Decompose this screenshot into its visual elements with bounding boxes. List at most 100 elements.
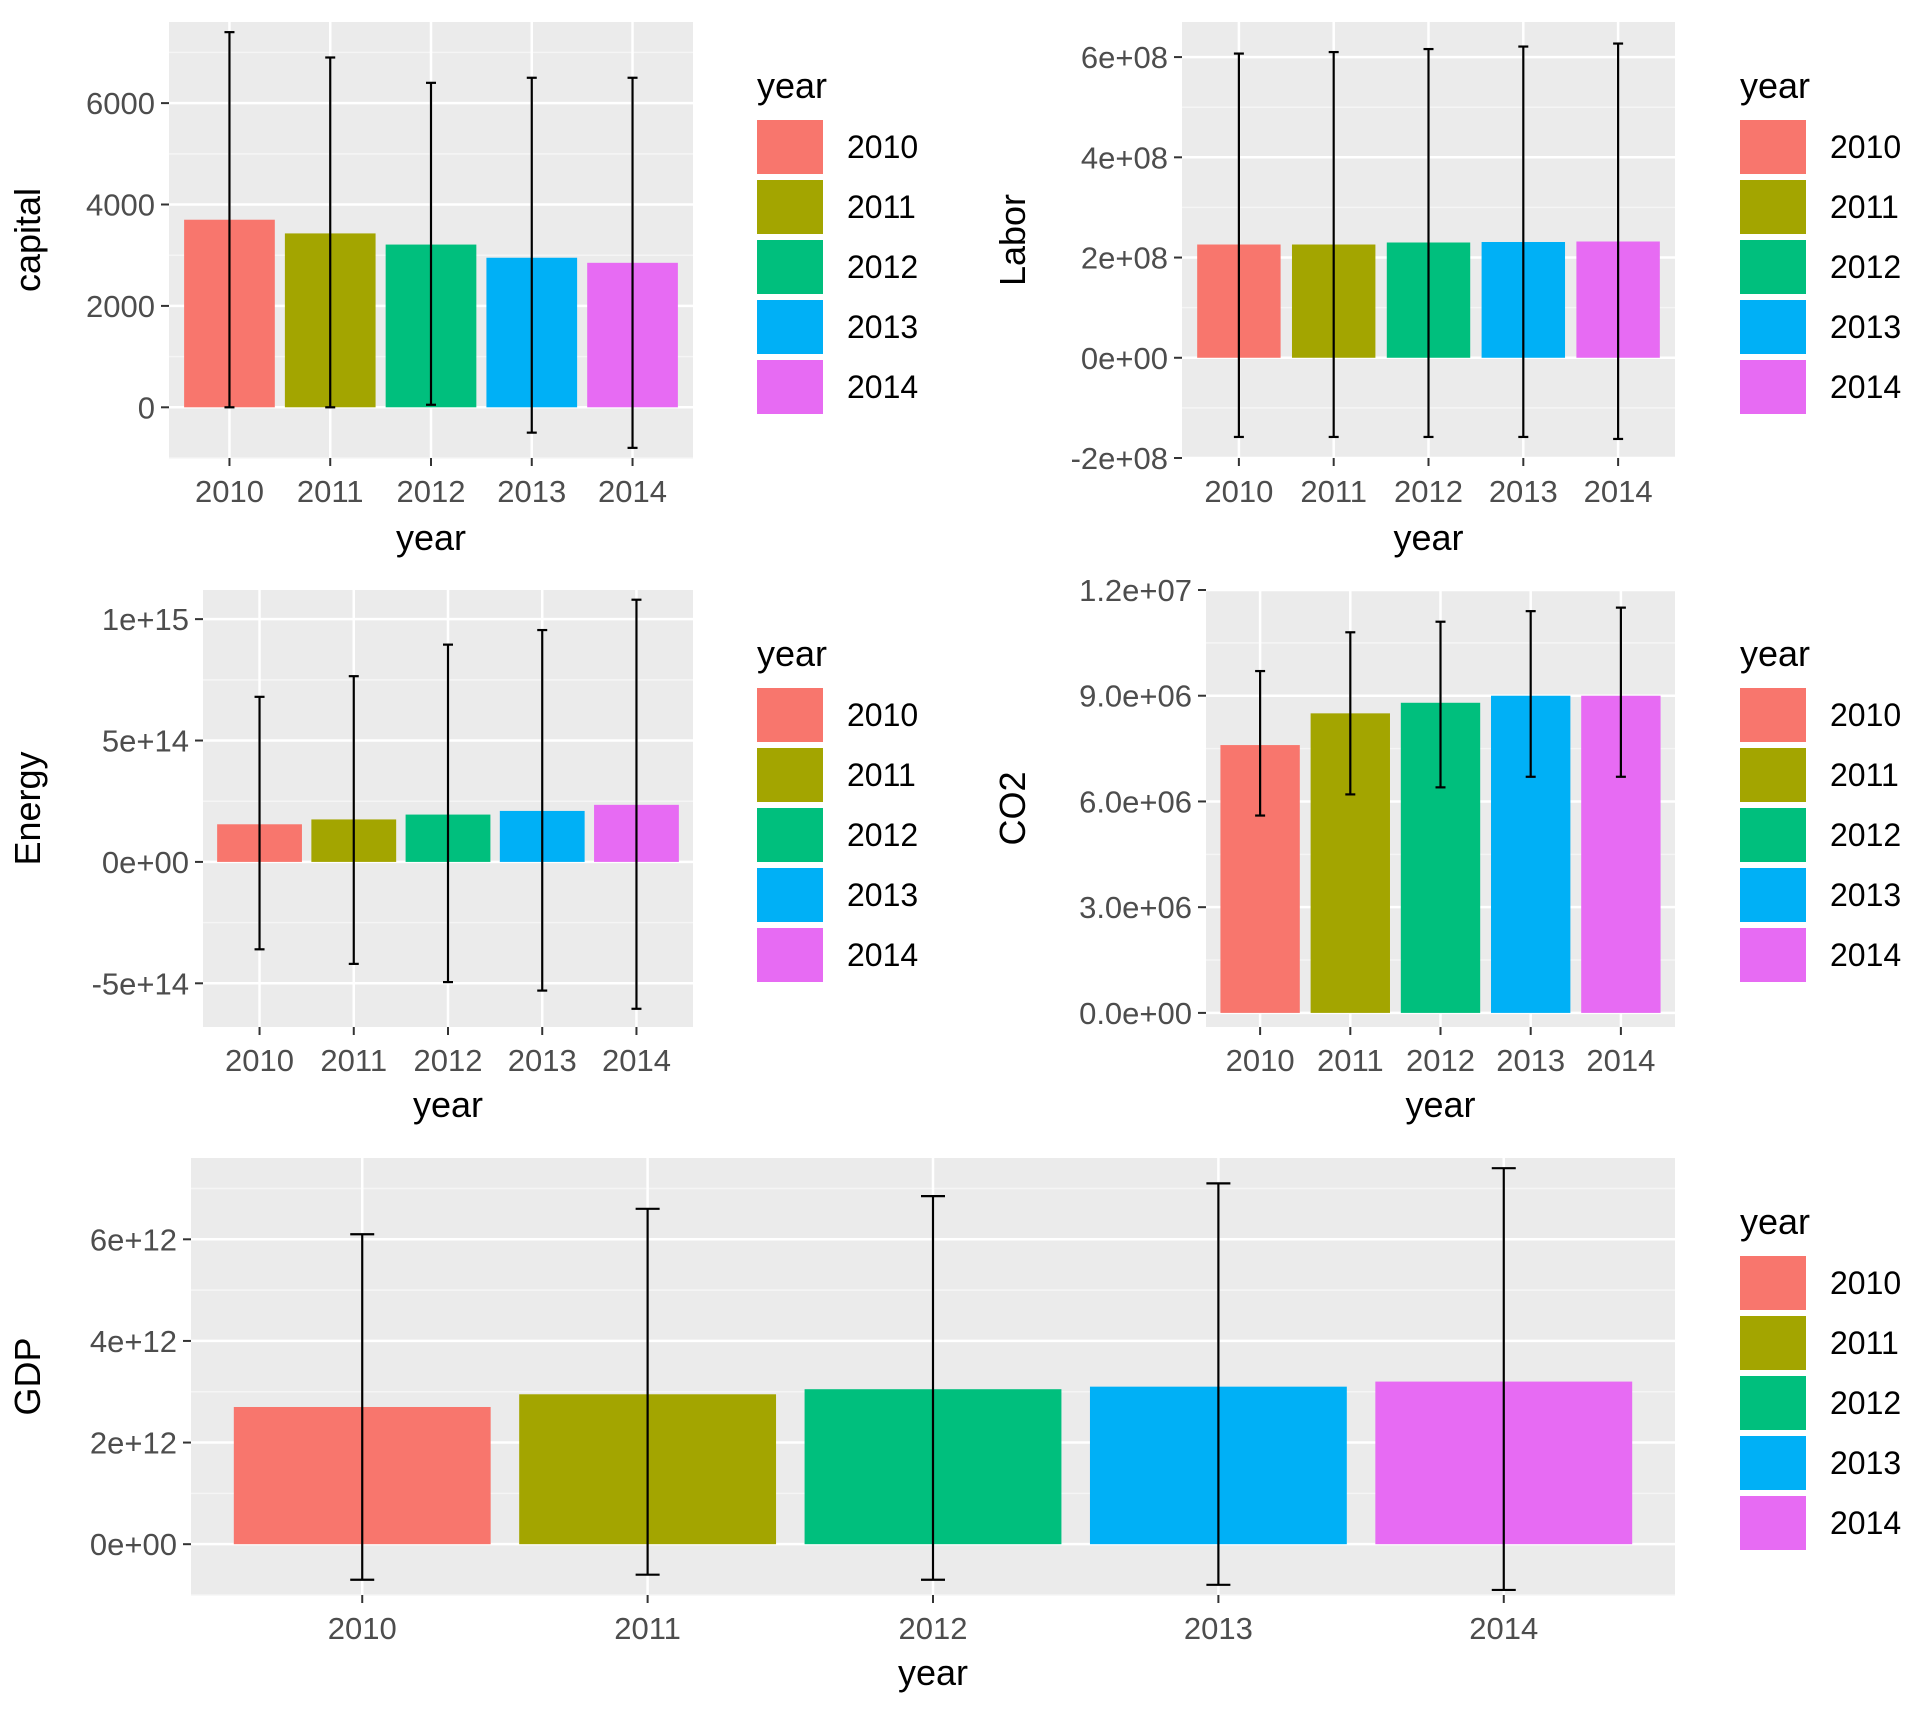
y-tick-label: -2e+08 <box>1071 441 1168 476</box>
y-axis-title: CO2 <box>992 771 1033 845</box>
chart-panel-capital: 0 2000 4000 6000 2010 2011 2012 2013 2014 year cap… <box>7 22 918 558</box>
x-axis-title: year <box>1405 1084 1475 1125</box>
x-tick-label: 2012 <box>1394 474 1463 509</box>
legend-label-2010: 2010 <box>1830 1265 1901 1301</box>
y-tick-label: 0.0e+00 <box>1079 996 1192 1031</box>
legend-label-2011: 2011 <box>1830 757 1899 793</box>
y-axis-title: capital <box>7 188 48 292</box>
y-tick-label: 2e+08 <box>1081 241 1168 276</box>
legend: year 2010 2011 2012 2013 2014 <box>1740 1201 1901 1550</box>
y-tick-label: 4000 <box>86 188 155 223</box>
legend-title: year <box>757 65 827 106</box>
legend-key-2013 <box>757 868 823 922</box>
y-tick-label: 3.0e+06 <box>1079 890 1192 925</box>
legend-key-2011 <box>1740 748 1806 802</box>
x-tick-label: 2012 <box>414 1043 483 1078</box>
x-axis-title: year <box>396 517 466 558</box>
legend-label-2011: 2011 <box>847 757 916 793</box>
x-tick-label: 2010 <box>195 474 264 509</box>
legend-key-2012 <box>1740 240 1806 294</box>
legend-label-2010: 2010 <box>1830 697 1901 733</box>
legend-label-2010: 2010 <box>847 129 918 165</box>
legend-key-2013 <box>1740 868 1806 922</box>
legend-label-2012: 2012 <box>1830 249 1901 285</box>
chart-panel-energy: -5e+14 0e+00 5e+14 1e+15 2010 2011 2012 2013 201… <box>7 590 918 1125</box>
y-tick-label: 6000 <box>86 86 155 121</box>
legend-label-2013: 2013 <box>1830 309 1901 345</box>
legend-key-2011 <box>1740 1316 1806 1370</box>
legend-label-2012: 2012 <box>847 817 918 853</box>
legend-key-2014 <box>1740 928 1806 982</box>
chart-panel-co2: 0.0e+00 3.0e+06 6.0e+06 9.0e+06 1.2e+07 2010 2… <box>992 573 1901 1125</box>
legend-key-2012 <box>757 240 823 294</box>
legend-label-2014: 2014 <box>1830 1505 1901 1541</box>
legend-key-2014 <box>1740 1496 1806 1550</box>
y-tick-label: 4e+08 <box>1081 140 1168 175</box>
x-axis-title: year <box>1393 517 1463 558</box>
y-tick-label: 5e+14 <box>102 724 189 759</box>
y-axis-title: Energy <box>7 751 48 865</box>
y-tick-label: 0e+00 <box>102 845 189 880</box>
x-tick-label: 2010 <box>225 1043 294 1078</box>
x-tick-label: 2011 <box>614 1611 681 1646</box>
legend-label-2013: 2013 <box>847 877 918 913</box>
y-tick-label: 1e+15 <box>102 602 189 637</box>
legend-label-2010: 2010 <box>847 697 918 733</box>
y-tick-label: 6.0e+06 <box>1079 784 1192 819</box>
x-tick-label: 2013 <box>508 1043 577 1078</box>
x-tick-label: 2013 <box>1489 474 1558 509</box>
legend-title: year <box>757 633 827 674</box>
y-tick-label: 6e+08 <box>1081 40 1168 75</box>
x-tick-label: 2011 <box>320 1043 387 1078</box>
y-axis-title: GDP <box>7 1337 48 1415</box>
legend: year 2010 2011 2012 2013 2014 <box>757 65 918 414</box>
legend-label-2010: 2010 <box>1830 129 1901 165</box>
legend-key-2013 <box>1740 300 1806 354</box>
legend-key-2014 <box>1740 360 1806 414</box>
legend-title: year <box>1740 65 1810 106</box>
legend-key-2012 <box>1740 1376 1806 1430</box>
x-tick-label: 2011 <box>1317 1043 1384 1078</box>
x-tick-label: 2012 <box>899 1611 968 1646</box>
legend-key-2010 <box>1740 120 1806 174</box>
y-tick-label: 2000 <box>86 289 155 324</box>
legend: year 2010 2011 2012 2013 2014 <box>1740 65 1901 414</box>
y-tick-label: 2e+12 <box>90 1426 177 1461</box>
x-axis-title: year <box>898 1652 968 1693</box>
legend-key-2010 <box>1740 1256 1806 1310</box>
legend-key-2010 <box>757 120 823 174</box>
chart-panel-labor: -2e+08 0e+00 2e+08 4e+08 6e+08 2010 2011 2012 20… <box>992 22 1901 558</box>
chart-panel-gdp: 0e+00 2e+12 4e+12 6e+12 2010 2011 2012 2013 2014… <box>7 1158 1901 1693</box>
x-tick-label: 2013 <box>1184 1611 1253 1646</box>
x-tick-label: 2012 <box>1406 1043 1475 1078</box>
legend-label-2011: 2011 <box>1830 189 1899 225</box>
legend-label-2014: 2014 <box>847 937 918 973</box>
legend-label-2012: 2012 <box>1830 1385 1901 1421</box>
y-tick-label: 9.0e+06 <box>1079 679 1192 714</box>
x-tick-label: 2011 <box>297 474 364 509</box>
legend-label-2014: 2014 <box>1830 369 1901 405</box>
legend-label-2013: 2013 <box>1830 877 1901 913</box>
y-tick-label: 0e+00 <box>1081 341 1168 376</box>
legend-label-2012: 2012 <box>847 249 918 285</box>
y-axis-title: Labor <box>992 194 1033 286</box>
legend-key-2010 <box>757 688 823 742</box>
y-tick-label: 0e+00 <box>90 1527 177 1562</box>
legend-label-2011: 2011 <box>847 189 916 225</box>
x-axis-title: year <box>413 1084 483 1125</box>
legend-key-2013 <box>757 300 823 354</box>
y-tick-label: 6e+12 <box>90 1222 177 1257</box>
y-tick-label: 0 <box>138 390 155 425</box>
legend-key-2012 <box>757 808 823 862</box>
legend-key-2012 <box>1740 808 1806 862</box>
legend-key-2014 <box>757 360 823 414</box>
x-tick-label: 2012 <box>397 474 466 509</box>
legend-label-2013: 2013 <box>847 309 918 345</box>
legend-label-2013: 2013 <box>1830 1445 1901 1481</box>
x-tick-label: 2011 <box>1300 474 1367 509</box>
x-tick-label: 2013 <box>1496 1043 1565 1078</box>
y-tick-label: 1.2e+07 <box>1079 573 1192 608</box>
y-tick-label: -5e+14 <box>92 966 189 1001</box>
legend-label-2014: 2014 <box>1830 937 1901 973</box>
